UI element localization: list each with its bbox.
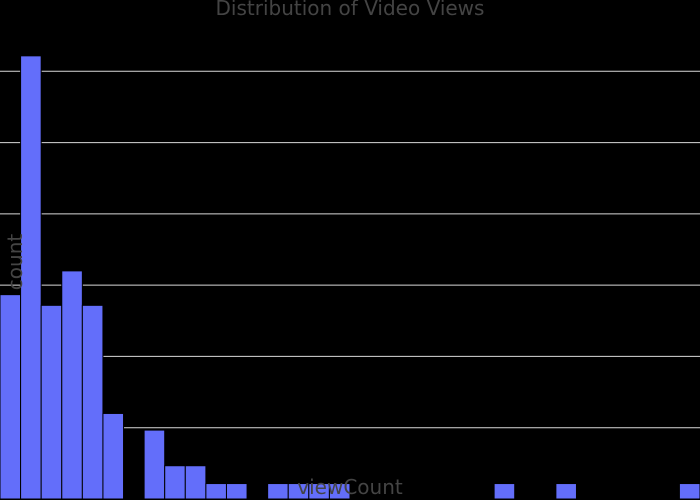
chart-title: Distribution of Video Views (216, 0, 485, 20)
histogram-bar (184, 465, 207, 500)
histogram-bar (678, 483, 700, 500)
histogram-bar (143, 429, 166, 500)
histogram-bar (20, 55, 42, 500)
histogram-bar (81, 304, 104, 500)
histogram-bars (0, 55, 700, 500)
x-axis-label: viewCount (297, 475, 403, 499)
histogram-bar (0, 294, 22, 500)
histogram-bar (493, 483, 516, 500)
histogram-bar (164, 465, 186, 500)
histogram-bar (102, 412, 125, 500)
histogram-bar (328, 483, 351, 500)
histogram-bar (40, 304, 63, 500)
y-axis-label: count (3, 234, 27, 291)
histogram-bar (267, 483, 289, 500)
histogram-bar (555, 483, 577, 500)
histogram-bar (205, 483, 227, 500)
gridlines (0, 70, 700, 429)
histogram-bar (225, 483, 248, 500)
histogram-bar (61, 270, 83, 500)
